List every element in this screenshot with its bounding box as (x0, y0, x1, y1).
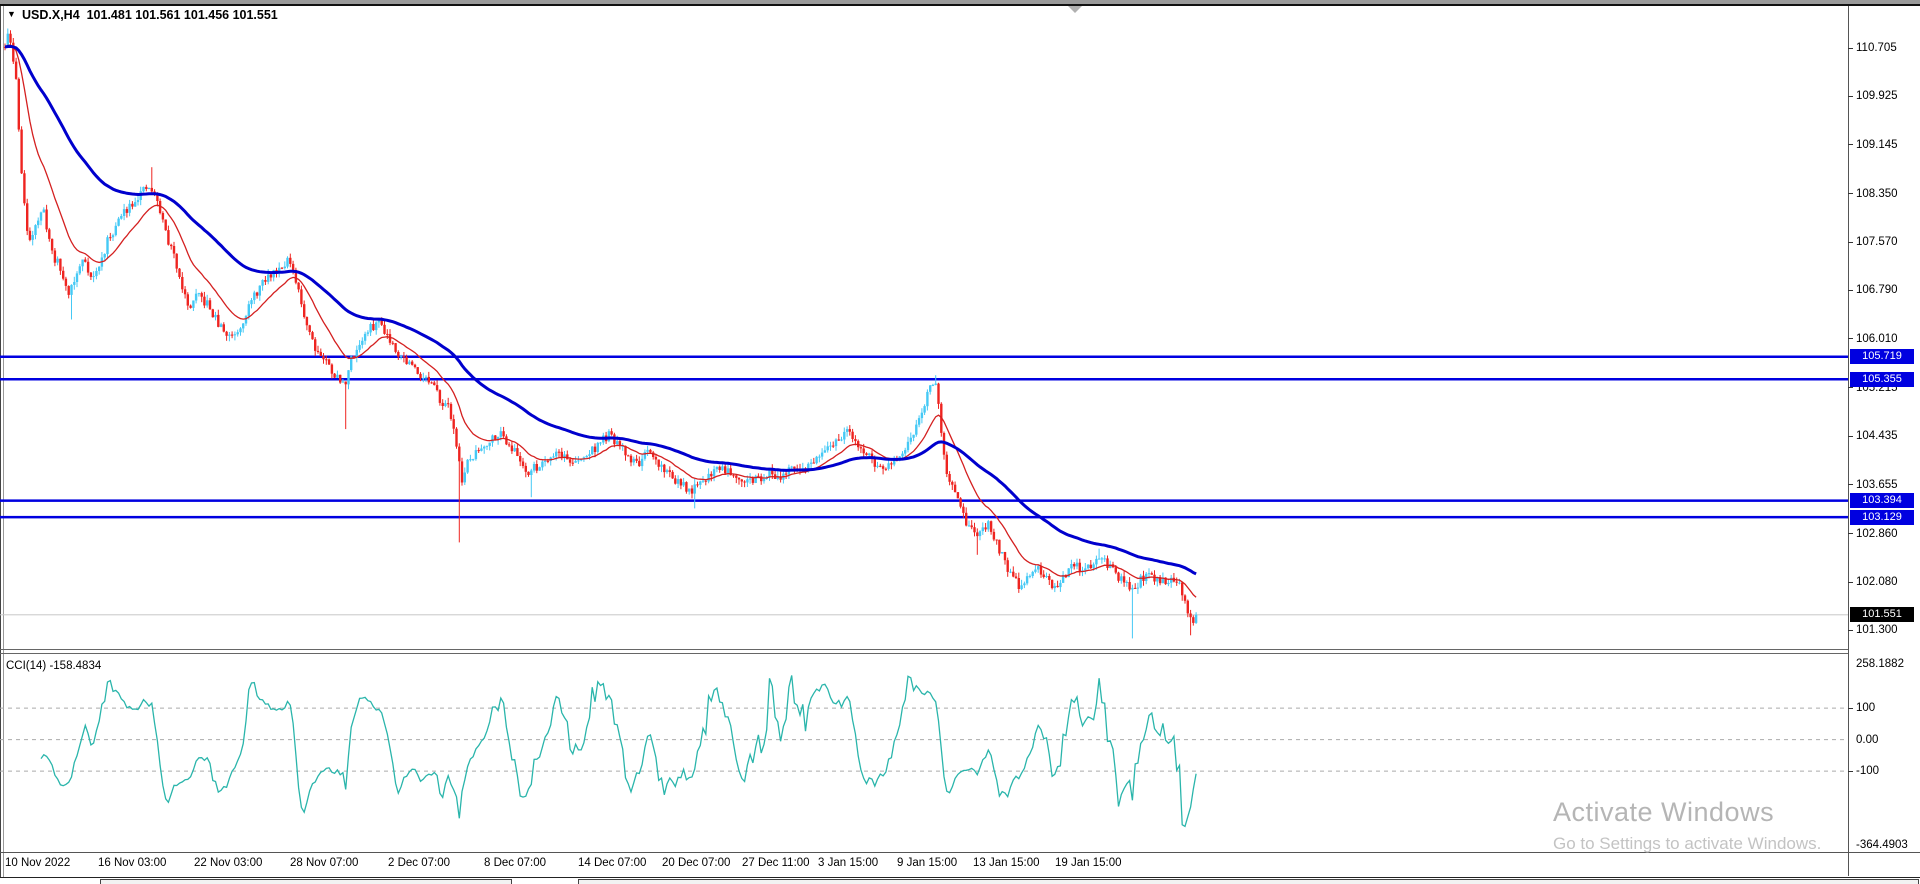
window-top-border (0, 0, 1920, 4)
level-price-badge: 103.129 (1850, 510, 1914, 525)
price-axis-tick (1848, 338, 1853, 339)
panel-separator[interactable] (0, 649, 1848, 650)
current-price-line (0, 614, 1848, 616)
price-axis-label: 102.080 (1856, 576, 1898, 588)
time-axis-separator (0, 852, 1920, 853)
price-axis-tick (1848, 387, 1853, 388)
fast-ma-line (4, 44, 1197, 598)
background-window-edge (100, 879, 512, 884)
cci-indicator-canvas[interactable] (0, 656, 1848, 852)
window-left-border (0, 6, 1, 878)
price-axis-label: 107.570 (1856, 236, 1898, 248)
price-axis-tick (1848, 242, 1853, 243)
cci-axis-label: 0.00 (1856, 734, 1879, 746)
chart-symbol-period: USD.X,H4 (22, 8, 80, 22)
time-axis-label: 20 Dec 07:00 (662, 857, 731, 869)
current-price-badge: 101.551 (1850, 607, 1914, 622)
price-axis-label: 110.705 (1856, 42, 1897, 54)
price-axis-tick (1848, 96, 1853, 97)
price-axis-line (1848, 6, 1849, 876)
chart-title: USD.X,H4 101.481 101.561 101.456 101.551 (22, 8, 278, 22)
bottom-window-edge (0, 877, 1920, 878)
price-axis-tick (1848, 582, 1853, 583)
panel-separator-line (0, 653, 1848, 654)
time-axis-label: 3 Jan 15:00 (818, 857, 879, 869)
price-axis-label: 109.925 (1856, 90, 1898, 102)
cci-axis-label: -100 (1856, 765, 1880, 777)
time-axis-label: 19 Jan 15:00 (1055, 857, 1122, 869)
price-axis-tick (1848, 48, 1853, 49)
price-axis-tick (1848, 193, 1853, 194)
chart-shift-marker-icon[interactable] (1068, 6, 1082, 13)
price-axis-tick (1848, 144, 1853, 145)
price-axis-label: 102.860 (1856, 528, 1898, 540)
time-axis-label: 9 Jan 15:00 (897, 857, 958, 869)
time-axis[interactable]: 10 Nov 2022 16 Nov 03:00 22 Nov 03:00 28 No… (0, 853, 1848, 876)
level-price-badge: 103.394 (1850, 493, 1914, 508)
price-axis-tick (1848, 484, 1853, 485)
time-axis-label: 2 Dec 07:00 (388, 857, 451, 869)
cci-axis-tick (1848, 708, 1853, 709)
horizontal-level-line[interactable] (0, 355, 1848, 359)
time-axis-label: 16 Nov 03:00 (98, 857, 167, 869)
price-axis-label: 106.010 (1856, 333, 1898, 345)
cci-axis-label: -364.4903 (1856, 839, 1908, 851)
level-price-badge: 105.355 (1850, 372, 1914, 387)
time-axis-label: 14 Dec 07:00 (578, 857, 647, 869)
cci-line (40, 675, 1197, 828)
horizontal-level-line[interactable] (0, 515, 1848, 519)
cci-axis-tick (1848, 771, 1853, 772)
price-axis-label: 103.655 (1856, 479, 1898, 491)
cci-axis-label: 100 (1856, 702, 1876, 714)
time-axis-label: 22 Nov 03:00 (194, 857, 263, 869)
time-axis-label: 13 Jan 15:00 (973, 857, 1040, 869)
price-axis-tick (1848, 436, 1853, 437)
level-price-badge: 105.719 (1850, 349, 1914, 364)
slow-ma-line (4, 44, 1197, 576)
price-axis-label: 109.145 (1856, 139, 1898, 151)
price-axis-tick (1848, 630, 1853, 631)
price-axis-label: 101.300 (1856, 624, 1898, 636)
background-window-edge (578, 879, 1919, 884)
cci-indicator-label: CCI(14) -158.4834 (6, 660, 102, 672)
window-top-border-line (0, 4, 1920, 6)
symbol-dropdown-icon[interactable]: ▼ (7, 9, 16, 19)
chart-ohlc-quote: 101.481 101.561 101.456 101.551 (79, 8, 278, 22)
cci-axis-label: 258.1882 (1856, 658, 1904, 670)
price-axis-label: 108.350 (1856, 188, 1898, 200)
horizontal-level-line[interactable] (0, 378, 1848, 381)
price-axis-label: 106.790 (1856, 284, 1898, 296)
time-axis-label: 28 Nov 07:00 (290, 857, 359, 869)
time-axis-label: 27 Dec 11:00 (742, 857, 810, 869)
time-axis-label: 10 Nov 2022 (5, 857, 71, 869)
horizontal-level-line[interactable] (0, 499, 1848, 502)
main-chart-canvas[interactable] (0, 0, 1848, 656)
price-axis-tick (1848, 290, 1853, 291)
price-axis-tick (1848, 533, 1853, 534)
time-axis-label: 8 Dec 07:00 (484, 857, 547, 869)
window-left-border-inner (3, 6, 4, 878)
price-axis-label: 104.435 (1856, 430, 1898, 442)
